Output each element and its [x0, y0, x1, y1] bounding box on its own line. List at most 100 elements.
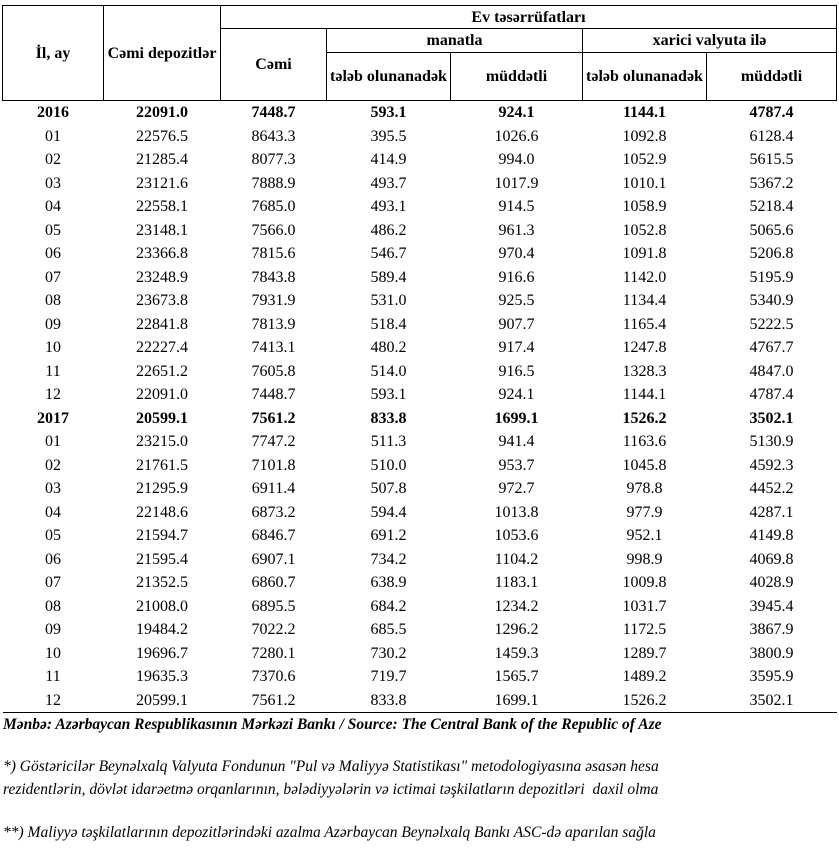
value-cell: 719.7: [370, 668, 407, 686]
header-manat: manatla: [326, 28, 583, 53]
footnote: *) Göstəricilər Beynəlxalq Valyuta Fondu…: [3, 758, 659, 775]
value-cell: 8077.3: [251, 151, 296, 169]
period-cell: 12: [2, 688, 104, 713]
period-cell: 07: [45, 268, 61, 286]
value-cell: 22841.8: [136, 315, 188, 333]
period-cell: 03: [45, 174, 61, 192]
value-cell: 21761.5: [136, 456, 188, 474]
header-period: İl, ay: [2, 5, 104, 101]
table-row: 07 21352.5 6860.7 638.9 1183.1 1009.8 4028.9: [3, 571, 837, 595]
value-cell: 977.9: [626, 503, 663, 521]
value-cell: 1172.5: [622, 621, 667, 639]
value-cell: 7448.7: [251, 386, 296, 404]
period-cell: 03: [45, 480, 61, 498]
value-cell: 1165.4: [622, 315, 667, 333]
value-cell: 486.2: [370, 221, 407, 239]
value-cell: 493.1: [370, 198, 407, 216]
value-cell: 518.4: [370, 315, 407, 333]
period-cell: 10: [45, 339, 61, 357]
value-cell: 3867.9: [749, 621, 794, 639]
value-cell: 638.9: [370, 574, 407, 592]
table-row: 01 22576.5 8643.3 395.5 1026.6 1092.8 6128.4: [3, 125, 837, 149]
value-cell: 1009.8: [622, 574, 667, 592]
value-cell: 924.1: [498, 104, 535, 122]
value-cell: 7843.8: [251, 268, 296, 286]
table-row: 10 22227.4 7413.1 480.2 917.4 1247.8 4767.7: [3, 336, 837, 360]
header-total-deposits: Cəmi depozitlər: [103, 5, 221, 101]
value-cell: 7566.0: [251, 221, 296, 239]
value-cell: 6860.7: [251, 574, 296, 592]
value-cell: 1526.2: [582, 688, 707, 713]
value-cell: 4787.4: [749, 104, 794, 122]
value-cell: 1092.8: [622, 127, 667, 145]
value-cell: 4767.7: [749, 339, 794, 357]
value-cell: 21594.7: [136, 527, 188, 545]
value-cell: 1058.9: [622, 198, 667, 216]
value-cell: 23366.8: [136, 245, 188, 263]
value-cell: 7561.2: [251, 409, 296, 427]
value-cell: 691.2: [370, 527, 407, 545]
value-cell: 6846.7: [251, 527, 296, 545]
period-cell: 01: [45, 127, 61, 145]
value-cell: 1328.3: [622, 362, 667, 380]
value-cell: 20599.1: [103, 688, 221, 713]
table-row: 12 22091.0 7448.7 593.1 924.1 1144.1 4787.4: [3, 383, 837, 407]
value-cell: 917.4: [498, 339, 535, 357]
value-cell: 1163.6: [622, 433, 667, 451]
table-row: 2017 20599.1 7561.2 833.8 1699.1 1526.2 3502.1: [3, 407, 837, 431]
value-cell: 1296.2: [494, 621, 539, 639]
value-cell: 4592.3: [749, 456, 794, 474]
value-cell: 23673.8: [136, 292, 188, 310]
value-cell: 3945.4: [749, 597, 794, 615]
value-cell: 22558.1: [136, 198, 188, 216]
value-cell: 1052.8: [622, 221, 667, 239]
value-cell: 3502.1: [749, 409, 794, 427]
table-row: 06 21595.4 6907.1 734.2 1104.2 998.9 4069.8: [3, 548, 837, 572]
period-cell: 08: [45, 292, 61, 310]
value-cell: 4028.9: [749, 574, 794, 592]
value-cell: 1459.3: [494, 644, 539, 662]
value-cell: 21285.4: [136, 151, 188, 169]
table-row: 02 21285.4 8077.3 414.9 994.0 1052.9 5615.5: [3, 148, 837, 172]
value-cell: 1144.1: [622, 386, 667, 404]
value-cell: 5218.4: [749, 198, 794, 216]
table-row: 01 23215.0 7747.2 511.3 941.4 1163.6 5130.9: [3, 430, 837, 454]
value-cell: 22091.0: [136, 386, 188, 404]
value-cell: 493.7: [370, 174, 407, 192]
value-cell: 5206.8: [749, 245, 794, 263]
value-cell: 7605.8: [251, 362, 296, 380]
value-cell: 594.4: [370, 503, 407, 521]
value-cell: 5222.5: [749, 315, 794, 333]
value-cell: 593.1: [370, 104, 407, 122]
value-cell: 7747.2: [251, 433, 296, 451]
value-cell: 1091.8: [622, 245, 667, 263]
value-cell: 22576.5: [136, 127, 188, 145]
table-body: 2016 22091.0 7448.7 593.1 924.1 1144.1 4787.4 0…: [2, 101, 837, 713]
value-cell: 480.2: [370, 339, 407, 357]
value-cell: 23248.9: [136, 268, 188, 286]
value-cell: 19635.3: [136, 668, 188, 686]
value-cell: 1234.2: [494, 597, 539, 615]
value-cell: 593.1: [370, 386, 407, 404]
value-cell: 972.7: [498, 480, 535, 498]
period-cell: 04: [45, 503, 61, 521]
value-cell: 507.8: [370, 480, 407, 498]
value-cell: 1045.8: [622, 456, 667, 474]
period-cell: 05: [45, 527, 61, 545]
value-cell: 6895.5: [251, 597, 296, 615]
period-cell: 09: [45, 315, 61, 333]
value-cell: 5130.9: [749, 433, 794, 451]
value-cell: 7280.1: [251, 644, 296, 662]
value-cell: 1026.6: [494, 127, 539, 145]
value-cell: 833.8: [326, 688, 451, 713]
value-cell: 907.7: [498, 315, 535, 333]
value-cell: 5065.6: [749, 221, 794, 239]
period-cell: 02: [45, 456, 61, 474]
value-cell: 916.5: [498, 362, 535, 380]
value-cell: 22227.4: [136, 339, 188, 357]
value-cell: 21352.5: [136, 574, 188, 592]
value-cell: 1052.9: [622, 151, 667, 169]
value-cell: 1053.6: [494, 527, 539, 545]
table-row: 03 21295.9 6911.4 507.8 972.7 978.8 4452.2: [3, 477, 837, 501]
value-cell: 1699.1: [450, 688, 583, 713]
